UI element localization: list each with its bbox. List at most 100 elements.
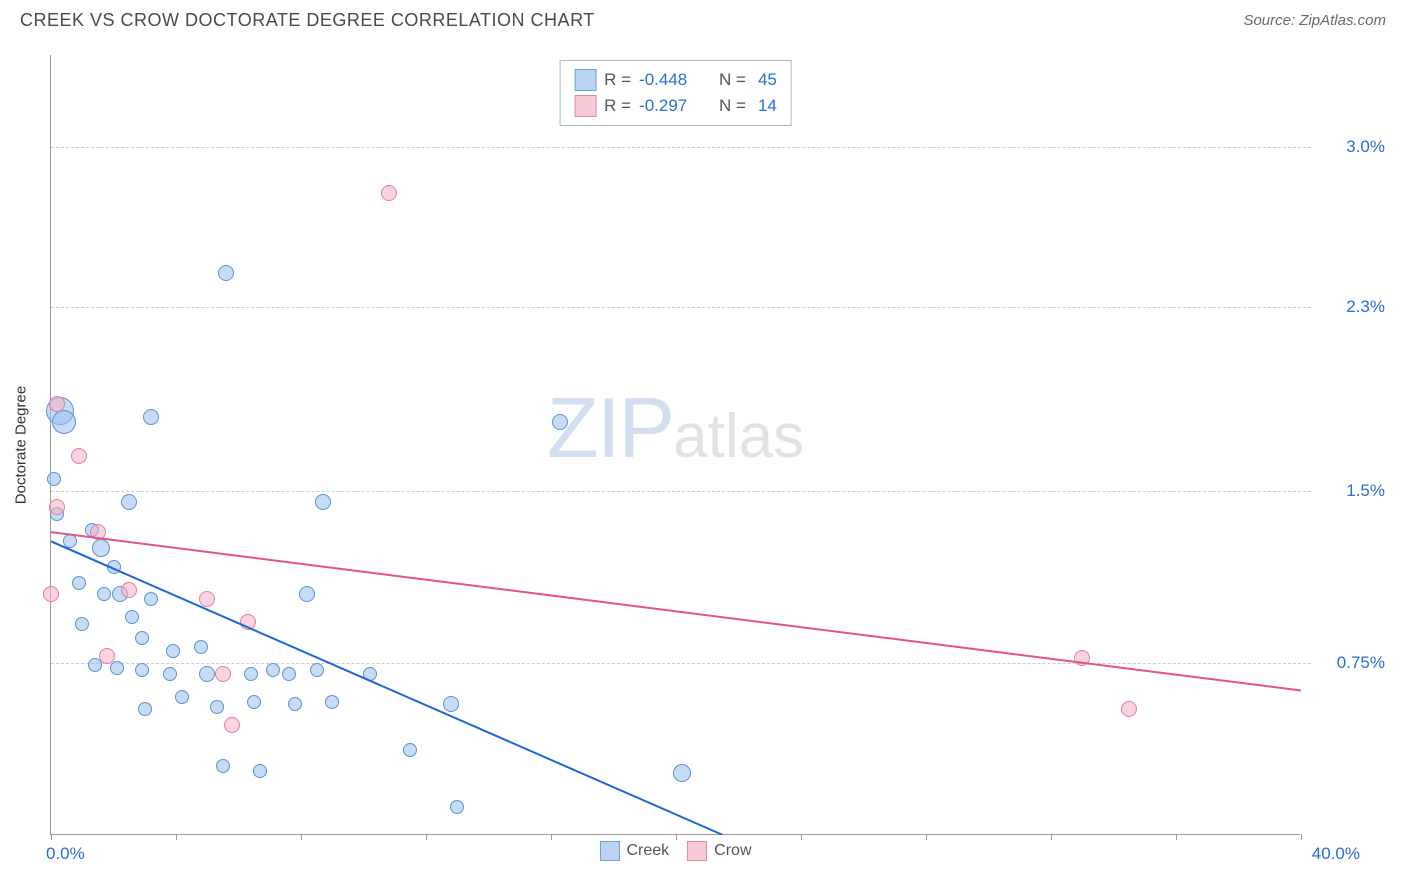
- legend-swatch: [574, 69, 596, 91]
- creek-point: [107, 560, 121, 574]
- stat-r-value: -0.448: [639, 70, 699, 90]
- creek-point: [138, 702, 152, 716]
- creek-point: [47, 472, 61, 486]
- crow-point: [199, 591, 215, 607]
- creek-point: [52, 410, 76, 434]
- y-axis-label: Doctorate Degree: [13, 385, 30, 503]
- stat-n-label: N =: [719, 96, 746, 116]
- creek-point: [282, 667, 296, 681]
- creek-point: [443, 696, 459, 712]
- watermark-zip: ZIP: [547, 381, 673, 476]
- creek-point: [325, 695, 339, 709]
- crow-point: [1121, 701, 1137, 717]
- legend-label: Creek: [626, 842, 669, 860]
- crow-point: [1074, 650, 1090, 666]
- crow-point: [43, 586, 59, 602]
- crow-point: [240, 614, 256, 630]
- legend-item: Crow: [687, 841, 751, 861]
- creek-point: [75, 617, 89, 631]
- trend-lines: [51, 55, 1301, 835]
- x-tick: [1051, 834, 1052, 840]
- grid-line: [51, 663, 1311, 664]
- creek-point: [175, 690, 189, 704]
- x-tick: [801, 834, 802, 840]
- legend-swatch: [687, 841, 707, 861]
- creek-point: [450, 800, 464, 814]
- legend-stat-row: R = -0.297 N = 14: [574, 93, 777, 119]
- creek-point: [125, 610, 139, 624]
- x-tick: [926, 834, 927, 840]
- creek-point: [135, 663, 149, 677]
- crow-point: [49, 499, 65, 515]
- creek-point: [299, 586, 315, 602]
- creek-point: [552, 414, 568, 430]
- x-axis-max-label: 40.0%: [1312, 844, 1360, 864]
- creek-point: [403, 743, 417, 757]
- chart-title: CREEK VS CROW DOCTORATE DEGREE CORRELATI…: [20, 10, 595, 31]
- creek-point: [673, 764, 691, 782]
- stat-n-value: 14: [758, 96, 777, 116]
- y-tick-label: 3.0%: [1310, 137, 1385, 157]
- crow-point: [121, 582, 137, 598]
- creek-point: [218, 265, 234, 281]
- creek-point: [210, 700, 224, 714]
- crow-point: [215, 666, 231, 682]
- creek-point: [166, 644, 180, 658]
- x-tick: [551, 834, 552, 840]
- creek-point: [266, 663, 280, 677]
- creek-point: [199, 666, 215, 682]
- legend-label: Crow: [714, 842, 751, 860]
- x-axis-min-label: 0.0%: [46, 844, 85, 864]
- creek-point: [244, 667, 258, 681]
- y-tick-label: 0.75%: [1310, 653, 1385, 673]
- crow-point: [381, 185, 397, 201]
- creek-point: [253, 764, 267, 778]
- watermark-atlas: atlas: [673, 402, 804, 471]
- creek-point: [144, 592, 158, 606]
- legend-series: Creek Crow: [599, 841, 751, 861]
- grid-line: [51, 491, 1311, 492]
- creek-point: [315, 494, 331, 510]
- crow-point: [90, 524, 106, 540]
- stat-n-label: N =: [719, 70, 746, 90]
- stat-r-label: R =: [604, 96, 631, 116]
- plot-area: Doctorate Degree ZIPatlas R =-0.448N =45…: [50, 55, 1300, 835]
- x-tick: [301, 834, 302, 840]
- crow-point: [224, 717, 240, 733]
- watermark: ZIPatlas: [547, 380, 804, 478]
- creek-point: [97, 587, 111, 601]
- y-tick-label: 1.5%: [1310, 481, 1385, 501]
- x-tick: [1301, 834, 1302, 840]
- legend-swatch: [574, 95, 596, 117]
- creek-point: [121, 494, 137, 510]
- creek-point: [247, 695, 261, 709]
- creek-point: [216, 759, 230, 773]
- source-label: Source: ZipAtlas.com: [1243, 12, 1386, 29]
- grid-line: [51, 307, 1311, 308]
- creek-point: [72, 576, 86, 590]
- x-tick: [426, 834, 427, 840]
- legend-stat-row: R = -0.448 N = 45: [574, 67, 777, 93]
- crow-point: [49, 396, 65, 412]
- stat-r-label: R =: [604, 70, 631, 90]
- creek-point: [310, 663, 324, 677]
- creek-point: [163, 667, 177, 681]
- crow-point: [99, 648, 115, 664]
- stat-r-value: -0.297: [639, 96, 699, 116]
- x-tick: [1176, 834, 1177, 840]
- x-tick: [676, 834, 677, 840]
- creek-point: [288, 697, 302, 711]
- creek-point: [143, 409, 159, 425]
- chart-container: Doctorate Degree ZIPatlas R =-0.448N =45…: [50, 55, 1390, 855]
- stat-n-value: 45: [758, 70, 777, 90]
- creek-point: [363, 667, 377, 681]
- y-tick-label: 2.3%: [1310, 297, 1385, 317]
- x-tick: [176, 834, 177, 840]
- grid-line: [51, 147, 1311, 148]
- x-tick: [51, 834, 52, 840]
- creek-point: [194, 640, 208, 654]
- creek-point: [135, 631, 149, 645]
- creek-point: [92, 539, 110, 557]
- creek-point: [63, 534, 77, 548]
- legend-item: Creek: [599, 841, 669, 861]
